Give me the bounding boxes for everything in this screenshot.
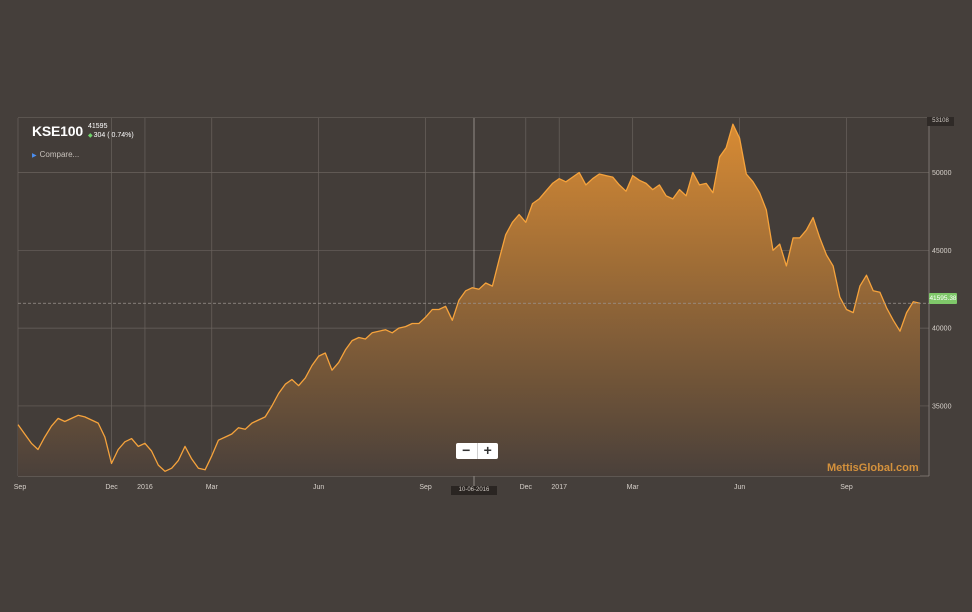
x-tick-label: Sep [14, 484, 27, 491]
y-tick-label: 50000 [932, 170, 952, 177]
ticker-symbol: KSE100 [32, 123, 83, 139]
series-line [17, 123, 921, 472]
y-tick-label: 40000 [932, 326, 952, 333]
last-value: 41595 [88, 123, 108, 130]
x-tick-label: Sep [840, 484, 853, 491]
zoom-controls: − + [456, 443, 498, 459]
x-tick-label: 2017 [551, 484, 567, 491]
x-tick-label: Dec [105, 484, 118, 491]
price-area [17, 123, 921, 476]
zoom-out-button[interactable]: − [456, 443, 478, 459]
crosshair-date-label: 10-06-2016 [451, 486, 497, 495]
triangle-right-icon: ▶ [32, 153, 37, 159]
y-tick-label: 45000 [932, 248, 952, 255]
area-fill [18, 124, 920, 476]
x-tick-label: Dec [520, 484, 533, 491]
x-tick-label: Mar [206, 484, 219, 491]
compare-link[interactable]: ▶ Compare... [32, 150, 79, 159]
axis-labels: 35000 40000 45000 50000 Sep Dec 2016 Mar Jun Sep D… [14, 170, 952, 491]
x-tick-label: 2016 [137, 484, 153, 491]
x-tick-label: Jun [734, 484, 745, 491]
change-text: 304 ( 0.74%) [93, 132, 134, 139]
up-arrow-icon: ◆ [88, 133, 93, 139]
x-tick-label: Jun [313, 484, 324, 491]
x-tick-label: Sep [419, 484, 432, 491]
y-tick-label: 35000 [932, 403, 952, 410]
y-max-label: 53108 [927, 117, 954, 126]
zoom-in-button[interactable]: + [483, 442, 492, 458]
compare-label: Compare... [39, 150, 80, 159]
current-value-label: 41595.38 [929, 293, 957, 304]
watermark: MettisGlobal.com [827, 462, 919, 474]
x-tick-label: Mar [627, 484, 640, 491]
change-value: ◆304 ( 0.74%) [88, 132, 134, 139]
